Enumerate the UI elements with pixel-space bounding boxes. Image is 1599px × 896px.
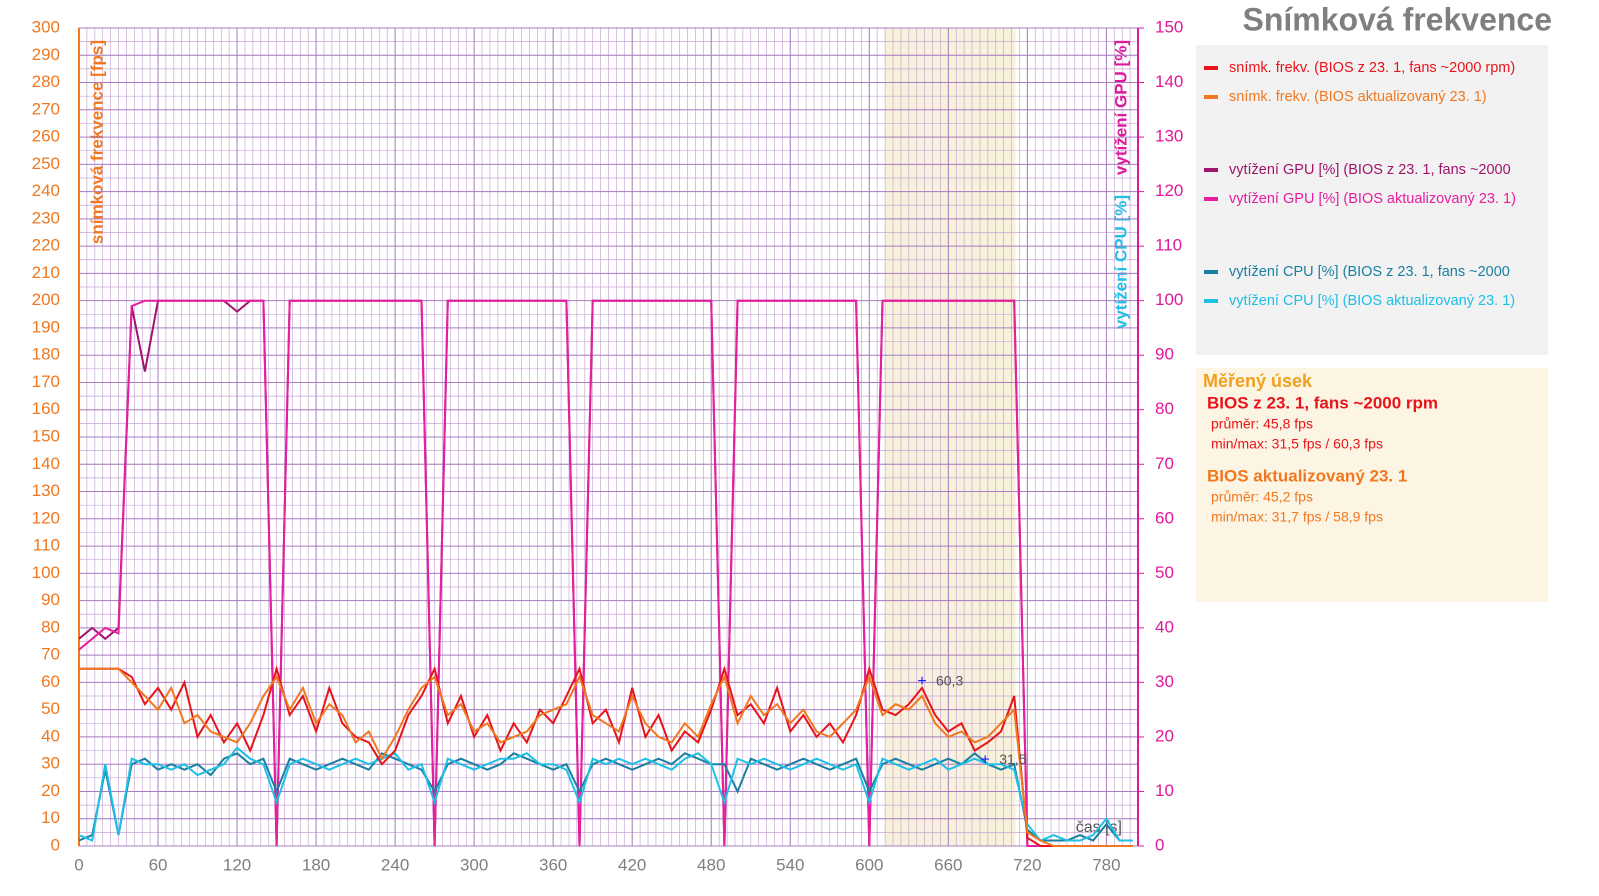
x-tick-label: 720 — [1013, 855, 1041, 874]
series-line — [78, 746, 1133, 842]
series-line — [78, 752, 1133, 842]
summary-line: min/max: 31,5 fps / 60,3 fps — [1211, 436, 1383, 452]
x-tick-label: 120 — [223, 855, 251, 874]
legend-label: snímk. frekv. (BIOS aktualizovaný 23. 1) — [1229, 89, 1487, 105]
y2-tick-label: 140 — [1155, 72, 1183, 91]
y2-tick-label: 60 — [1155, 508, 1174, 527]
y2-tick-label: 10 — [1155, 781, 1174, 800]
y2-tick-label: 150 — [1155, 17, 1183, 36]
y-tick-label: 100 — [32, 563, 60, 582]
summary-title: BIOS z 23. 1, fans ~2000 rpm — [1207, 393, 1438, 412]
legend-label: vytížení GPU [%] (BIOS aktualizovaný 23.… — [1229, 191, 1516, 207]
y-tick-label: 250 — [32, 154, 60, 173]
y-tick-label: 110 — [33, 536, 60, 555]
y-tick-label: 240 — [32, 181, 60, 200]
y-tick-label: 270 — [32, 99, 60, 118]
legend-label: vytížení CPU [%] (BIOS z 23. 1, fans ~20… — [1229, 264, 1510, 280]
y-tick-label: 210 — [32, 263, 60, 282]
y-tick-label: 60 — [41, 672, 60, 691]
x-tick-label: 480 — [697, 855, 725, 874]
y-tick-label: 50 — [41, 699, 60, 718]
legend-box — [1196, 45, 1548, 355]
y2-tick-label: 100 — [1155, 290, 1183, 309]
annotation: 60,3 — [936, 672, 963, 688]
summary-line: min/max: 31,7 fps / 58,9 fps — [1211, 509, 1383, 525]
y-axis-label: snímková frekvence [fps] — [87, 40, 106, 244]
y-tick-label: 70 — [41, 645, 60, 664]
x-tick-label: 300 — [460, 855, 488, 874]
y-tick-label: 40 — [41, 726, 60, 745]
summary-box — [1196, 368, 1548, 602]
annotation: 31,5 — [999, 751, 1026, 767]
y-tick-label: 150 — [32, 426, 60, 445]
summary-line: průměr: 45,8 fps — [1211, 416, 1313, 432]
y2-tick-label: 80 — [1155, 399, 1174, 418]
x-tick-label: 360 — [539, 855, 567, 874]
x-tick-label: 660 — [934, 855, 962, 874]
x-tick-label: 0 — [74, 855, 83, 874]
y2-tick-label: 0 — [1155, 835, 1164, 854]
y-tick-label: 300 — [32, 17, 60, 36]
summary-heading: Měřený úsek — [1203, 371, 1313, 391]
x-tick-label: 600 — [855, 855, 883, 874]
y-tick-label: 90 — [41, 590, 60, 609]
y-tick-label: 200 — [32, 290, 60, 309]
y2-tick-label: 70 — [1155, 454, 1174, 473]
annotation-marker: + — [981, 751, 990, 768]
y-tick-label: 120 — [32, 508, 60, 527]
y2-tick-label: 130 — [1155, 127, 1183, 146]
x-tick-label: 420 — [618, 855, 646, 874]
series-line — [78, 299, 1133, 847]
y2-tick-label: 20 — [1155, 726, 1174, 745]
y-tick-label: 160 — [32, 399, 60, 418]
series-line — [79, 667, 1133, 847]
y-tick-label: 130 — [32, 481, 60, 500]
y-tick-label: 190 — [32, 317, 60, 336]
chart-title: Snímková frekvence — [1243, 1, 1553, 37]
y-tick-label: 170 — [32, 372, 60, 391]
y-tick-label: 30 — [41, 754, 60, 773]
legend-label: snímk. frekv. (BIOS z 23. 1, fans ~2000 … — [1229, 60, 1515, 76]
y2-tick-label: 120 — [1155, 181, 1183, 200]
y-tick-label: 140 — [32, 454, 60, 473]
x-tick-label: 540 — [776, 855, 804, 874]
legend-label: vytížení GPU [%] (BIOS z 23. 1, fans ~20… — [1229, 162, 1511, 178]
x-tick-label: 780 — [1092, 855, 1120, 874]
y-tick-label: 220 — [32, 236, 60, 255]
y-tick-label: 260 — [32, 127, 60, 146]
x-tick-label: 60 — [149, 855, 168, 874]
y-tick-label: 80 — [41, 617, 60, 636]
y-tick-label: 280 — [32, 72, 60, 91]
y-tick-label: 180 — [32, 345, 60, 364]
series-line — [79, 665, 1133, 847]
annotation-marker: + — [917, 673, 926, 690]
y2-tick-label: 40 — [1155, 617, 1174, 636]
y-tick-label: 20 — [41, 781, 60, 800]
y2-cpu-axis-label: vytížení CPU [%] — [1111, 195, 1130, 329]
legend-label: vytížení CPU [%] (BIOS aktualizovaný 23.… — [1229, 293, 1515, 309]
summary-line: průměr: 45,2 fps — [1211, 489, 1313, 505]
y2-tick-label: 30 — [1155, 672, 1174, 691]
y-tick-label: 230 — [32, 208, 60, 227]
y2-tick-label: 110 — [1155, 236, 1182, 255]
x-tick-label: 240 — [381, 855, 409, 874]
y-tick-label: 10 — [41, 808, 60, 827]
y2-axis-label: vytížení GPU [%] — [1111, 40, 1130, 175]
y2-tick-label: 90 — [1155, 345, 1174, 364]
summary-title: BIOS aktualizovaný 23. 1 — [1207, 466, 1407, 485]
x-tick-label: 180 — [302, 855, 330, 874]
y2-tick-label: 50 — [1155, 563, 1174, 582]
y-tick-label: 290 — [32, 45, 60, 64]
y-tick-label: 0 — [51, 835, 60, 854]
